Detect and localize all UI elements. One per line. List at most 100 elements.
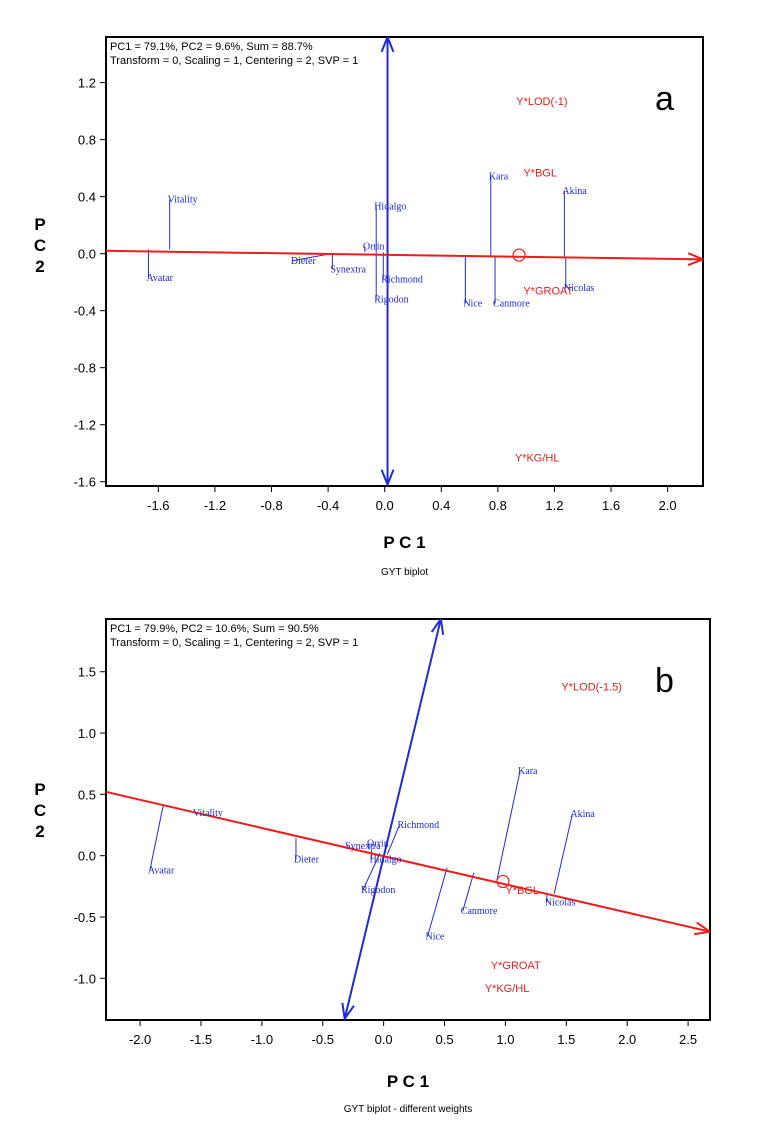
aec-ordinate-arrow-top xyxy=(380,37,395,53)
y-tick-label: -0.4 xyxy=(74,304,96,319)
stats-line-2: Transform = 0, Scaling = 1, Centering = … xyxy=(110,637,358,649)
x-tick-label: 1.0 xyxy=(496,1032,514,1047)
stats-line-2: Transform = 0, Scaling = 1, Centering = … xyxy=(110,55,358,67)
biplot-panel-a: -1.6 -1.2 -0.8 -0.4 0.0 0.4 0.8 1.2 1.6 2.0 1.2 0.8… xyxy=(34,36,704,578)
projection-line xyxy=(462,872,475,911)
y-tick-label: -1.2 xyxy=(74,418,96,433)
trait-label: Y*KG/HL xyxy=(485,983,530,995)
genotype-label: Akina xyxy=(562,186,587,197)
genotype-label: Orrin xyxy=(363,242,385,253)
genotype-label: Rigodon xyxy=(361,885,395,896)
trait-label: Y*BGL xyxy=(505,885,539,897)
y-tick-label: 0.0 xyxy=(78,247,96,262)
ideal-point-marker xyxy=(512,248,526,262)
x-tick-label: 1.2 xyxy=(545,498,563,513)
data-layer: Vitality Avatar Dieter Synextra Orrin Hidalgo… xyxy=(106,37,703,486)
stats-line-1: PC1 = 79.1%, PC2 = 9.6%, Sum = 88.7% xyxy=(110,41,313,53)
projection-line xyxy=(362,853,381,891)
y-tick-label: 1.2 xyxy=(78,76,96,91)
genotype-label: Avatar xyxy=(148,865,175,876)
y-tick-label: 0.8 xyxy=(78,133,96,148)
x-tick-label: 0.4 xyxy=(432,498,450,513)
genotype-label: Nice xyxy=(425,932,444,943)
y-tick-label: 0.0 xyxy=(78,849,96,864)
genotype-label: Avatar xyxy=(146,273,173,284)
panel-letter: a xyxy=(655,80,674,118)
x-tick-label: -1.0 xyxy=(251,1032,273,1047)
plot-frame xyxy=(105,36,704,487)
aec-ordinate-line xyxy=(343,619,442,1020)
x-tick-label: 0.0 xyxy=(375,1032,393,1047)
x-tick-label: 0.0 xyxy=(376,498,394,513)
genotype-label: Akina xyxy=(570,809,595,820)
y-tick-label: 1.5 xyxy=(78,665,96,680)
genotype-label: Nice xyxy=(463,299,482,310)
y-tick-label: -0.5 xyxy=(74,910,96,925)
genotype-label: Kara xyxy=(489,172,509,183)
x-tick-label: -2.0 xyxy=(129,1032,151,1047)
trait-label: Y*GROAT xyxy=(523,286,573,298)
aec-abscissa-arrow xyxy=(687,252,703,267)
x-axis-title: P C 1 xyxy=(387,1072,429,1091)
x-tick-label: -1.6 xyxy=(147,498,169,513)
y-tick-label: -1.6 xyxy=(74,475,96,490)
projection-line xyxy=(553,813,573,894)
projection-line xyxy=(427,867,448,937)
chart-caption: GYT biplot xyxy=(381,567,428,578)
y-tick-label: 1.0 xyxy=(78,726,96,741)
chart-caption: GYT biplot - different weights xyxy=(344,1104,473,1115)
genotype-label: Hidalgo xyxy=(374,202,406,213)
x-tick-label: -1.2 xyxy=(204,498,226,513)
genotype-label: Nicolas xyxy=(564,283,595,294)
biplot-panel-b: -2.0 -1.5 -1.0 -0.5 0.0 0.5 1.0 1.5 2.0 2.5 1.5 1.0… xyxy=(34,618,711,1115)
aec-ordinate-arrow-bottom xyxy=(380,469,395,486)
x-tick-label: 0.8 xyxy=(489,498,507,513)
genotype-label: Dieter xyxy=(291,256,317,267)
stats-line-1: PC1 = 79.9%, PC2 = 10.6%, Sum = 90.5% xyxy=(110,623,319,635)
x-tick-label: 1.6 xyxy=(602,498,620,513)
aec-abscissa-line xyxy=(106,249,703,261)
trait-label: Y*LOD(-1.5) xyxy=(561,681,622,693)
genotype-label: Dieter xyxy=(294,854,320,865)
aec-abscissa-line xyxy=(106,790,710,933)
genotype-label: Nicolas xyxy=(545,897,576,908)
ideal-point-marker xyxy=(496,874,510,889)
x-tick-label: 0.5 xyxy=(435,1032,453,1047)
genotype-label: Canmore xyxy=(461,906,498,917)
genotype-label: Vitality xyxy=(168,194,198,205)
x-tick-label: -0.8 xyxy=(260,498,282,513)
genotype-label: Richmond xyxy=(381,274,423,285)
trait-label: Y*BGL xyxy=(523,167,557,179)
x-tick-label: 1.5 xyxy=(557,1032,575,1047)
panel-letter: b xyxy=(655,662,674,700)
genotype-label: Synextra xyxy=(345,841,381,852)
x-axis-title: P C 1 xyxy=(383,533,425,552)
x-tick-label: 2.0 xyxy=(659,498,677,513)
aec-abscissa-arrow xyxy=(694,921,710,936)
projection-line xyxy=(386,824,400,855)
aec-ordinate-arrow-top xyxy=(430,619,445,635)
genotype-label: Kara xyxy=(518,766,538,777)
trait-label: Y*GROAT xyxy=(491,960,541,972)
genotype-label: Canmore xyxy=(493,299,530,310)
genotype-label: Richmond xyxy=(397,820,439,831)
genotype-label: Vitality xyxy=(193,808,223,819)
projection-line xyxy=(149,805,164,871)
x-tick-label: -0.4 xyxy=(317,498,339,513)
y-tick-label: -0.8 xyxy=(74,361,96,376)
plot-frame xyxy=(105,618,711,1021)
projection-line xyxy=(496,770,521,881)
x-tick-label: 2.5 xyxy=(679,1032,697,1047)
aec-ordinate-arrow-bottom xyxy=(341,1002,355,1020)
genotype-label: Synextra xyxy=(330,264,366,275)
genotype-label: Rigodon xyxy=(374,294,408,305)
genotype-label: Hidalgo xyxy=(369,854,401,865)
data-layer: VitalityAvatarDieterSynextraOrrinHidalgo… xyxy=(106,619,710,1020)
y-tick-label: -1.0 xyxy=(74,971,96,986)
y-tick-label: 0.4 xyxy=(78,190,96,205)
x-tick-label: -0.5 xyxy=(312,1032,334,1047)
x-tick-label: 2.0 xyxy=(618,1032,636,1047)
